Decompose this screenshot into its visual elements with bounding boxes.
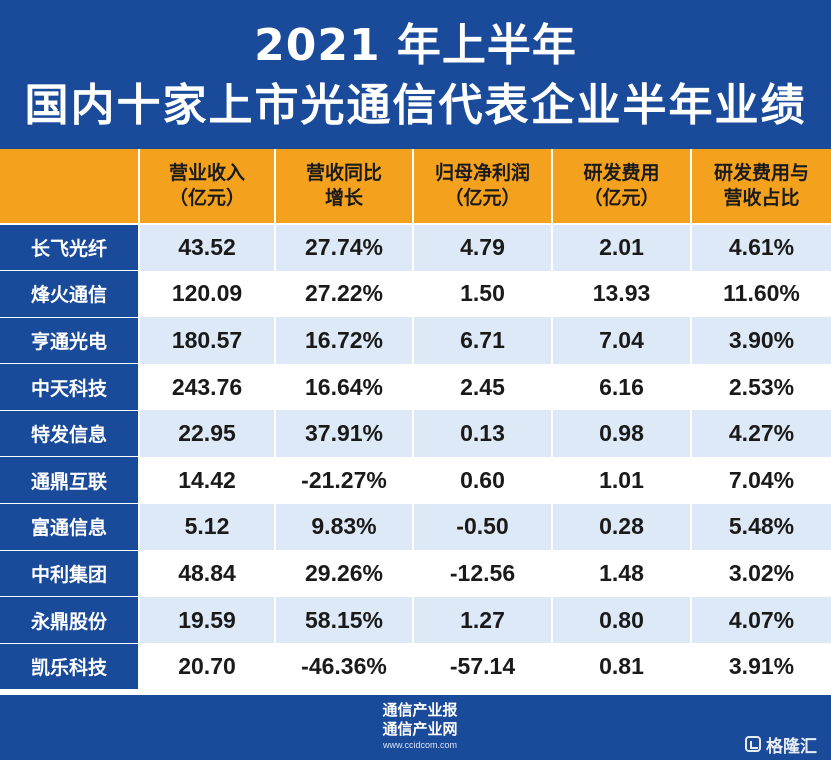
table-row: 长飞光纤 43.52 27.74% 4.79 2.01 4.61% [0, 224, 831, 272]
logo-line-newspaper: 通信产业报 [382, 701, 458, 719]
net-profit-cell: -12.56 [413, 550, 553, 597]
net-profit-cell: 1.50 [413, 270, 553, 318]
table-row: 永鼎股份 19.59 58.15% 1.27 0.80 4.07% [0, 596, 831, 644]
revenue-growth-cell: -46.36% [275, 643, 414, 690]
rd-expense-cell: 0.80 [552, 596, 692, 644]
net-profit-cell: 1.27 [413, 596, 553, 644]
company-name: 烽火通信 [0, 270, 140, 318]
company-name: 凯乐科技 [0, 643, 140, 691]
company-name: 特发信息 [0, 410, 140, 458]
net-profit-cell: -57.14 [413, 643, 553, 690]
revenue-growth-cell: 16.72% [275, 317, 414, 364]
net-profit-cell: -0.50 [413, 503, 553, 551]
net-profit-cell: 2.45 [413, 363, 553, 411]
table-row: 中利集团 48.84 29.26% -12.56 1.48 3.02% [0, 550, 831, 598]
revenue-cell: 120.09 [139, 270, 276, 318]
rd-ratio-cell: 3.90% [691, 317, 831, 364]
company-name: 永鼎股份 [0, 596, 140, 644]
column-header-net-profit: 归母净利润 （亿元） [413, 149, 553, 225]
company-name: 中天科技 [0, 363, 140, 411]
revenue-growth-cell: 29.26% [275, 550, 414, 597]
watermark-logo-icon [745, 736, 761, 752]
revenue-growth-cell: -21.27% [275, 456, 414, 504]
rd-ratio-cell: 4.07% [691, 596, 831, 644]
rd-ratio-cell: 3.02% [691, 550, 831, 597]
revenue-cell: 243.76 [139, 363, 276, 411]
rd-expense-cell: 13.93 [552, 270, 692, 318]
revenue-cell: 19.59 [139, 596, 276, 644]
rd-expense-cell: 2.01 [552, 224, 692, 271]
header-corner-cell [0, 149, 140, 225]
column-header-rd-expense: 研发费用 （亿元） [552, 149, 692, 225]
column-header-revenue: 营业收入 （亿元） [139, 149, 276, 225]
revenue-growth-cell: 58.15% [275, 596, 414, 644]
watermark-text: 格隆汇 [766, 736, 817, 757]
revenue-cell: 43.52 [139, 224, 276, 271]
table-row: 富通信息 5.12 9.83% -0.50 0.28 5.48% [0, 503, 831, 551]
rd-ratio-cell: 4.27% [691, 410, 831, 457]
rd-expense-cell: 6.16 [552, 363, 692, 411]
table-row: 通鼎互联 14.42 -21.27% 0.60 1.01 7.04% [0, 456, 831, 505]
revenue-cell: 48.84 [139, 550, 276, 597]
page-title: 2021 年上半年 [254, 20, 577, 71]
rd-ratio-cell: 2.53% [691, 363, 831, 411]
rd-expense-cell: 0.28 [552, 503, 692, 551]
logo-url: www.ccidcom.com [382, 740, 457, 750]
company-name: 通鼎互联 [0, 456, 140, 505]
publisher-logo: 通信产业报 通信产业网 www.ccidcom.com [360, 701, 480, 751]
logo-line-website: 通信产业网 [382, 720, 458, 738]
rd-expense-cell: 0.98 [552, 410, 692, 457]
rd-expense-cell: 1.48 [552, 550, 692, 597]
table-row: 烽火通信 120.09 27.22% 1.50 13.93 11.60% [0, 270, 831, 318]
revenue-growth-cell: 37.91% [275, 410, 414, 457]
revenue-cell: 14.42 [139, 456, 276, 504]
net-profit-cell: 0.60 [413, 456, 553, 504]
company-name: 长飞光纤 [0, 224, 140, 272]
rd-expense-cell: 7.04 [552, 317, 692, 364]
table-row: 中天科技 243.76 16.64% 2.45 6.16 2.53% [0, 363, 831, 411]
revenue-cell: 20.70 [139, 643, 276, 690]
rd-ratio-cell: 3.91% [691, 643, 831, 690]
table-row: 凯乐科技 20.70 -46.36% -57.14 0.81 3.91% [0, 643, 831, 691]
net-profit-cell: 4.79 [413, 224, 553, 271]
rd-ratio-cell: 4.61% [691, 224, 831, 271]
revenue-growth-cell: 27.22% [275, 270, 414, 318]
rd-ratio-cell: 5.48% [691, 503, 831, 551]
revenue-cell: 22.95 [139, 410, 276, 457]
column-header-revenue-growth: 营收同比 增长 [275, 149, 414, 225]
company-name: 中利集团 [0, 550, 140, 598]
company-name: 富通信息 [0, 503, 140, 551]
company-name: 亨通光电 [0, 317, 140, 365]
revenue-growth-cell: 27.74% [275, 224, 414, 271]
table-row: 特发信息 22.95 37.91% 0.13 0.98 4.27% [0, 410, 831, 458]
title-banner: 2021 年上半年 国内十家上市光通信代表企业半年业绩 [0, 0, 831, 149]
rd-expense-cell: 1.01 [552, 456, 692, 504]
revenue-cell: 180.57 [139, 317, 276, 364]
watermark: 格隆汇 [745, 733, 817, 757]
table-row: 亨通光电 180.57 16.72% 6.71 7.04 3.90% [0, 317, 831, 365]
rd-ratio-cell: 7.04% [691, 456, 831, 504]
performance-table: 营业收入 （亿元） 营收同比 增长 归母净利润 （亿元） 研发费用 （亿元） 研发费用与… [0, 149, 831, 691]
revenue-growth-cell: 16.64% [275, 363, 414, 411]
rd-ratio-cell: 11.60% [691, 270, 831, 318]
table-header-row: 营业收入 （亿元） 营收同比 增长 归母净利润 （亿元） 研发费用 （亿元） 研发费用与… [0, 149, 831, 225]
revenue-cell: 5.12 [139, 503, 276, 551]
net-profit-cell: 0.13 [413, 410, 553, 457]
net-profit-cell: 6.71 [413, 317, 553, 364]
revenue-growth-cell: 9.83% [275, 503, 414, 551]
rd-expense-cell: 0.81 [552, 643, 692, 690]
footer-bar: 通信产业报 通信产业网 www.ccidcom.com 格隆汇 [0, 695, 831, 760]
column-header-rd-ratio: 研发费用与 营收占比 [691, 149, 831, 225]
page-subtitle: 国内十家上市光通信代表企业半年业绩 [24, 80, 807, 131]
